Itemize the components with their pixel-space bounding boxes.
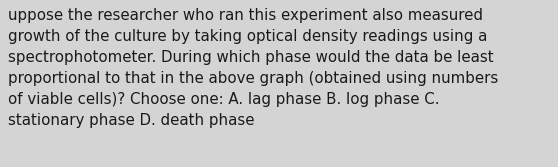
Text: uppose the researcher who ran this experiment also measured
growth of the cultur: uppose the researcher who ran this exper… (8, 8, 499, 128)
